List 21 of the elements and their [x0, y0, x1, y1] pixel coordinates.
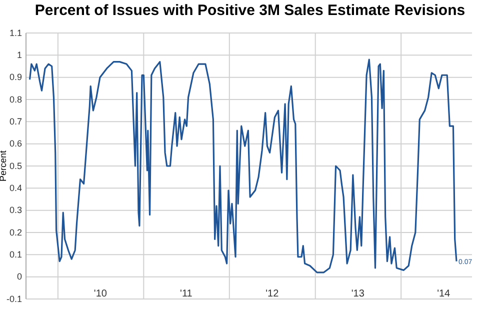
chart-title: Percent of Issues with Positive 3M Sales Estimate Revisions	[34, 2, 466, 19]
y-tick-label: 0	[16, 272, 22, 282]
y-axis-title: Percent	[0, 150, 8, 182]
y-tick-label: 0.3	[9, 205, 22, 216]
line-series	[28, 58, 458, 274]
x-tick-label: '14	[437, 288, 451, 300]
y-tick-label: 1.1	[9, 28, 22, 38]
x-tick-label: '11	[180, 288, 193, 300]
y-tick-label: 0.8	[9, 94, 22, 104]
y-tick-label: 0.6	[9, 138, 22, 149]
y-tick-label: -0.1	[6, 294, 22, 304]
y-tick-label: 0.7	[9, 116, 22, 127]
y-tick-label: 0.1	[9, 250, 22, 260]
x-tick-label: '13	[351, 288, 365, 300]
y-tick-label: 0.5	[9, 160, 22, 171]
y-tick-label: 0.2	[9, 227, 22, 238]
x-tick-label: '12	[266, 288, 280, 300]
y-tick-label: 0.9	[9, 72, 22, 82]
y-tick-label: 1	[16, 50, 22, 60]
y-tick-label: 0.4	[9, 183, 22, 194]
x-tick-label: '10	[94, 288, 108, 300]
